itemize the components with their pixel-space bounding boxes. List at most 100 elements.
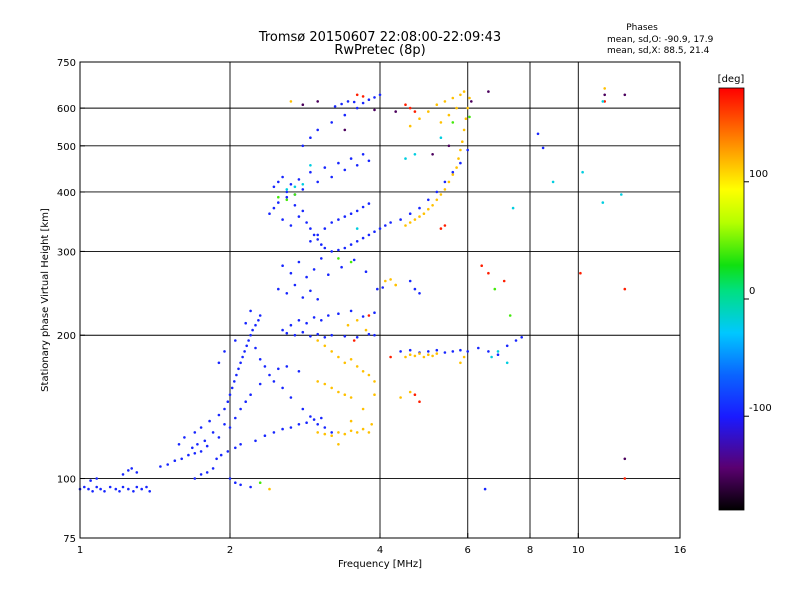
data-point [337, 257, 340, 260]
data-point [367, 431, 371, 434]
data-point [427, 198, 430, 202]
data-point [320, 257, 323, 260]
data-point [404, 103, 407, 106]
data-point [272, 185, 276, 189]
colorbar-ticks: -100 0 100 [744, 169, 772, 417]
x-tick-label: 4 [377, 545, 383, 556]
data-point [389, 221, 392, 224]
data-point [514, 339, 518, 342]
data-point [349, 396, 353, 399]
data-point [166, 463, 169, 466]
data-point [330, 333, 334, 337]
data-point [373, 96, 376, 99]
data-point [505, 361, 509, 365]
data-point [249, 485, 252, 489]
data-point [293, 185, 297, 189]
data-point [361, 236, 365, 240]
data-point [316, 233, 320, 237]
data-point [289, 396, 293, 399]
data-point [343, 128, 347, 132]
data-point [427, 110, 430, 113]
data-point [355, 209, 359, 213]
data-point [367, 314, 371, 317]
data-point [439, 227, 443, 230]
x-tick-label: 10 [572, 545, 585, 556]
data-point [257, 319, 260, 322]
data-point [316, 332, 320, 336]
data-point [349, 260, 353, 264]
data-point [389, 278, 392, 281]
data-point [301, 209, 305, 213]
data-point [439, 193, 443, 196]
data-point [408, 353, 412, 357]
data-point [470, 100, 473, 103]
data-point [301, 407, 305, 411]
data-point [285, 331, 289, 335]
data-point [285, 292, 289, 295]
data-point [312, 268, 316, 271]
data-point [443, 100, 447, 103]
data-point [297, 260, 301, 264]
data-point [461, 140, 464, 143]
data-point [233, 380, 236, 383]
data-point [431, 354, 434, 358]
data-point [118, 490, 121, 493]
data-point [443, 351, 447, 354]
data-point [408, 390, 412, 394]
data-point [177, 443, 181, 446]
data-point [451, 96, 455, 100]
data-point [281, 386, 284, 390]
data-point [355, 240, 359, 243]
data-point [427, 353, 430, 357]
data-point [108, 485, 112, 489]
data-point [399, 350, 402, 353]
data-point [281, 264, 284, 268]
data-point [439, 136, 443, 139]
data-point [447, 180, 451, 184]
data-point [323, 227, 327, 230]
data-point [228, 426, 232, 429]
data-point [413, 218, 417, 221]
data-point [293, 333, 297, 337]
data-point [404, 157, 407, 160]
phase-legend-line-x: mean, sd,X: 88.5, 21.4 [607, 46, 710, 56]
data-point [145, 485, 148, 489]
y-axis-label: Stationary phase Virtual Height [km] [40, 208, 51, 392]
data-point [361, 407, 365, 411]
data-point [330, 175, 334, 179]
data-point [361, 370, 365, 373]
data-point [483, 487, 487, 491]
phase-legend-line-o: mean, sd,O: -90.9, 17.9 [607, 35, 714, 45]
data-point [330, 431, 334, 434]
data-point [180, 457, 183, 461]
data-point [337, 431, 340, 434]
data-point [346, 323, 350, 327]
data-point [223, 350, 226, 353]
data-point [468, 96, 471, 100]
data-point [404, 355, 407, 359]
x-tick-label: 1 [77, 545, 83, 556]
data-point [211, 467, 215, 470]
data-point [451, 170, 455, 174]
data-point [333, 105, 337, 108]
data-point [451, 121, 455, 124]
data-point [312, 316, 316, 319]
data-point [623, 457, 627, 461]
data-point [173, 459, 177, 463]
data-point [330, 121, 334, 124]
data-point [140, 487, 143, 491]
data-point [228, 477, 232, 480]
data-point [323, 246, 327, 250]
data-point [355, 106, 359, 110]
data-point [337, 218, 340, 221]
data-point [330, 221, 334, 224]
data-point [281, 175, 284, 179]
data-point [408, 348, 412, 352]
data-point [245, 344, 248, 348]
data-point [408, 106, 412, 110]
data-point [370, 423, 374, 426]
data-point [466, 350, 470, 353]
data-point [355, 319, 359, 322]
x-tick-label: 2 [227, 545, 233, 556]
data-point [268, 373, 271, 377]
